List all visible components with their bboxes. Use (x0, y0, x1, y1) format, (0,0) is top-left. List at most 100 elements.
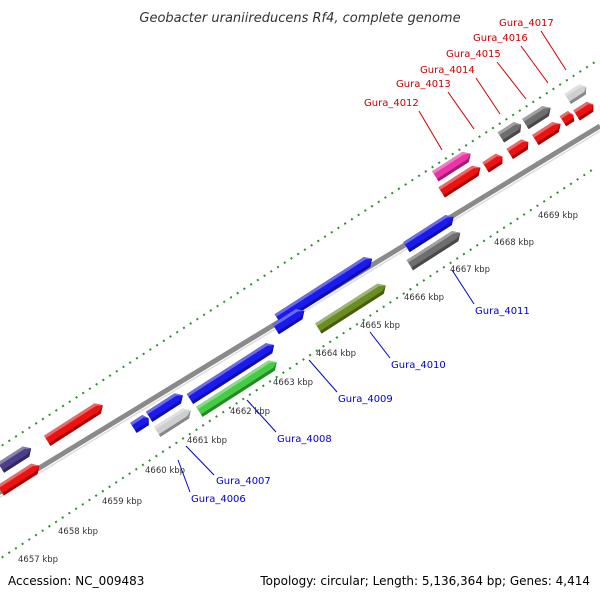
feature-blue-4007-highlight (145, 393, 183, 415)
leader-line (496, 61, 527, 100)
feature-blue-4008-shadow (191, 344, 275, 405)
feature-lightgrey-4017 (564, 84, 587, 104)
feature-grey-4015-highlight (522, 106, 551, 122)
scale-label: 4667 kbp (450, 265, 490, 275)
feature-grey-4015-shadow (526, 107, 551, 130)
scale-label: 4657 kbp (18, 555, 58, 565)
feature-red-2-highlight (43, 403, 103, 439)
leader-line (369, 331, 391, 359)
feature-blue-4008-highlight (186, 343, 275, 397)
feature-grey-4011-shadow (411, 232, 461, 271)
feature-magenta-4012 (432, 151, 471, 182)
feature-blue-4008 (186, 343, 275, 405)
feature-grey-4015-body (522, 106, 551, 130)
gene-label: Gura_4007 (216, 476, 271, 487)
feature-blue-4010-body (272, 309, 305, 335)
feature-red-2 (43, 403, 103, 446)
leader-line (185, 445, 215, 476)
feature-green-4008-shadow (200, 362, 277, 417)
feature-blue-4006-body (130, 415, 149, 433)
gene-label: Gura_4008 (277, 434, 332, 445)
feature-grey-4007-shadow (158, 410, 191, 437)
outer-tick-ring-line (0, 61, 596, 448)
feature-olive-4010-shadow (319, 285, 386, 334)
leader-line (177, 459, 191, 493)
feature-grey-4007-highlight (153, 408, 191, 430)
feature-purple-1-body (0, 446, 32, 473)
gene-labels: Gura_4006 Gura_4007 Gura_4008 Gura_4009 Gura… (191, 18, 554, 505)
feature-blue-4009-shadow (279, 258, 373, 325)
feature-red-2-shadow (48, 405, 103, 446)
feature-magenta-4012-body (432, 151, 471, 182)
feature-red-4013 (482, 153, 503, 173)
feature-red-4014-highlight (506, 139, 529, 152)
gene-label: Gura_4013 (396, 79, 451, 90)
gene-label: Gura_4011 (475, 306, 530, 317)
feature-red-2-body (43, 403, 103, 446)
feature-red-4012-highlight (438, 165, 481, 190)
feature-olive-4010-highlight (315, 283, 386, 327)
feature-blue-4011-body (403, 215, 454, 253)
feature-grey-4014-body (497, 122, 522, 143)
feature-red-4016-highlight (559, 111, 574, 119)
feature-blue-4007-body (145, 393, 183, 422)
feature-olive-4010-body (315, 283, 386, 334)
gene-label: Gura_4015 (446, 49, 501, 60)
leader-line (418, 110, 443, 151)
feature-red-4016 (559, 111, 575, 127)
feature-red-4015 (532, 122, 561, 146)
leader-line (447, 91, 475, 130)
feature-olive-4010 (315, 283, 386, 334)
feature-red-1-shadow (2, 465, 40, 496)
feature-grey-4007-body (153, 408, 191, 437)
feature-red-4013-body (482, 153, 503, 173)
scale-label: 4665 kbp (360, 321, 400, 331)
feature-red-4016-shadow (564, 114, 575, 127)
feature-blue-4009-highlight (274, 256, 373, 317)
scale-label: 4668 kbp (494, 238, 534, 248)
feature-blue-4008-body (186, 343, 275, 405)
feature-red-1 (0, 463, 40, 496)
feature-purple-1 (0, 446, 32, 473)
feature-red-4017-shadow (578, 104, 594, 121)
scale-label: 4660 kbp (145, 466, 185, 476)
feature-blue-4011 (403, 215, 454, 253)
feature-blue-4009-body (274, 256, 373, 325)
feature-red-4015-shadow (536, 123, 561, 146)
leader-line (451, 269, 475, 305)
leader-line (246, 399, 277, 433)
feature-green-4008 (196, 360, 277, 417)
feature-grey-4007 (153, 408, 191, 437)
gene-label: Gura_4017 (499, 18, 554, 29)
feature-blue-4011-shadow (408, 216, 454, 253)
feature-red-4017-highlight (573, 101, 594, 113)
feature-red-4013-highlight (482, 153, 503, 165)
scale-label: 4659 kbp (102, 497, 142, 507)
feature-purple-1-highlight (0, 446, 32, 466)
feature-magenta-4012-shadow (436, 153, 471, 182)
leader-line (520, 45, 549, 84)
gene-label: Gura_4012 (364, 98, 419, 109)
feature-red-4017-body (573, 101, 594, 121)
feature-lightgrey-4017-body (564, 84, 587, 104)
feature-grey-4014-highlight (497, 122, 522, 135)
label-leaders (177, 30, 567, 493)
feature-blue-4010-highlight (272, 309, 305, 327)
feature-grey-4014-shadow (502, 124, 522, 143)
feature-grey-4011-body (406, 230, 461, 271)
feature-blue-4006 (130, 415, 149, 433)
scale-label: 4658 kbp (58, 527, 98, 537)
gene-features (0, 84, 594, 496)
feature-red-4012-shadow (443, 167, 481, 198)
outer-tick-ring (0, 61, 596, 448)
feature-green-4008-body (196, 360, 277, 417)
inner-tick-ring-line (0, 167, 596, 560)
scale-label: 4662 kbp (230, 407, 270, 417)
feature-red-1-highlight (0, 463, 40, 488)
gene-label: Gura_4016 (473, 33, 528, 44)
feature-green-4008-highlight (196, 360, 277, 410)
feature-purple-1-shadow (2, 448, 32, 473)
feature-blue-4006-highlight (130, 415, 149, 426)
scale-label: 4661 kbp (187, 436, 227, 446)
